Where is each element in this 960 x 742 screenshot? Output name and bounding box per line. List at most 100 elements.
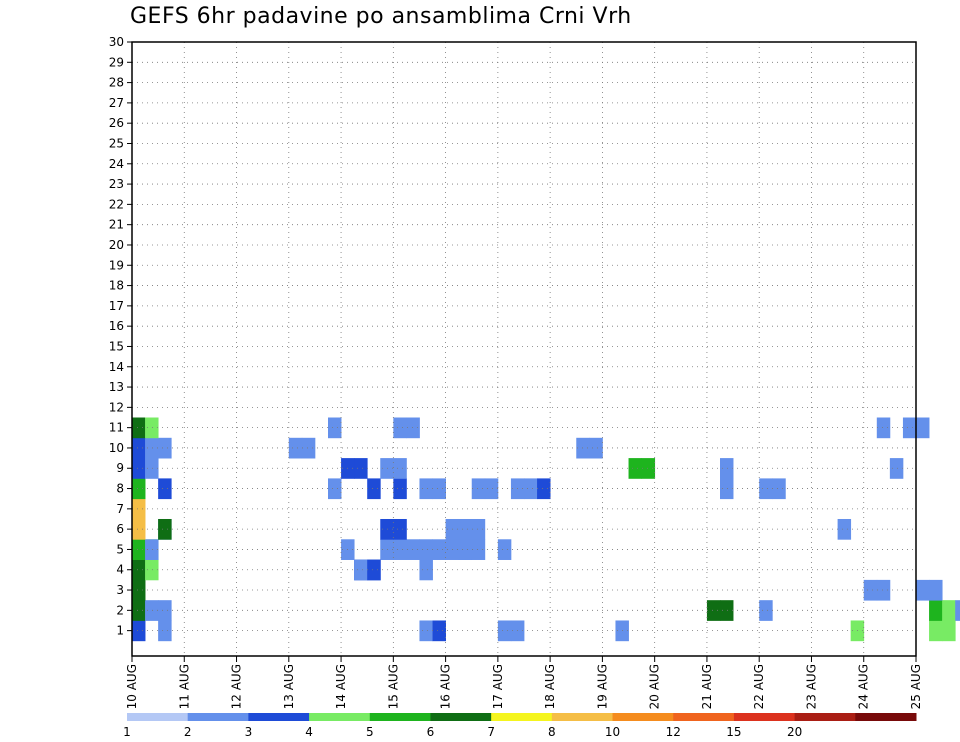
y-tick-label: 6 (116, 522, 124, 536)
heatmap-cell (876, 417, 891, 439)
heatmap-cell (942, 600, 956, 621)
x-tick-label: 10 AUG (125, 664, 139, 709)
x-tick-label: 11 AUG (177, 664, 191, 709)
heatmap-cell (720, 458, 734, 479)
heatmap-cell (158, 600, 172, 621)
legend-label: 2 (184, 725, 192, 739)
heatmap-cell (916, 579, 930, 601)
heatmap-cell (458, 518, 473, 540)
heatmap-cell (132, 458, 146, 479)
heatmap-cell (641, 458, 656, 479)
heatmap-cell (158, 620, 172, 642)
legend-swatch (551, 713, 614, 721)
legend-swatch (491, 713, 553, 721)
legend-label: 20 (787, 725, 802, 739)
heatmap-cell (772, 478, 786, 500)
y-tick-label: 1 (116, 624, 124, 638)
heatmap-cell (288, 437, 303, 459)
heatmap-cell (759, 478, 773, 500)
heatmap-cell (158, 518, 172, 540)
heatmap-cell (132, 498, 146, 520)
heatmap-cell (458, 539, 473, 560)
heatmap-cell (432, 620, 446, 642)
heatmap-cell (497, 539, 512, 560)
y-tick-label: 3 (116, 583, 124, 597)
heatmap-cell (354, 458, 368, 479)
heatmap-cell (328, 417, 342, 439)
heatmap-cell (145, 559, 159, 581)
legend-label: 12 (666, 725, 681, 739)
y-tick-label: 10 (109, 441, 124, 455)
heatmap-cell (406, 417, 420, 439)
x-tick-label: 23 AUG (804, 664, 818, 709)
x-tick-label: 24 AUG (857, 664, 871, 709)
heatmap-cell (393, 539, 407, 560)
heatmap-cell (471, 478, 486, 500)
heatmap-cell (955, 600, 960, 621)
heatmap-cell (759, 600, 773, 621)
heatmap-cell (393, 417, 407, 439)
heatmap-cell (145, 539, 159, 560)
legend-label: 7 (487, 725, 495, 739)
heatmap-cell (524, 478, 538, 500)
heatmap-cell (837, 518, 852, 540)
y-tick-label: 28 (109, 76, 124, 90)
x-tick-label: 12 AUG (230, 664, 244, 709)
legend-swatch (248, 713, 310, 721)
y-tick-label: 7 (116, 502, 124, 516)
heatmap-cell (876, 579, 891, 601)
y-tick-label: 12 (109, 400, 124, 414)
heatmap-cell (367, 559, 381, 581)
legend-swatch (127, 713, 189, 721)
color-legend: 1 2 3 4 5 6 7 8 10 12 15 20 (123, 713, 917, 739)
x-tick-label: 18 AUG (543, 664, 557, 709)
heatmap-cell (393, 518, 407, 540)
legend-swatch (309, 713, 371, 721)
heatmap-cell (145, 437, 159, 459)
heatmap-cell (889, 458, 904, 479)
y-tick-label: 21 (109, 218, 124, 232)
heatmap-cell (406, 539, 420, 560)
y-tick-label: 13 (109, 380, 124, 394)
heatmap-cell (419, 539, 433, 560)
legend-label: 10 (605, 725, 620, 739)
heatmap-cell (942, 620, 956, 642)
x-tick-label: 21 AUG (700, 664, 714, 709)
y-tick-label: 24 (109, 157, 124, 171)
plot-frame (131, 41, 917, 657)
y-tick-label: 11 (109, 421, 124, 435)
y-tick-label: 15 (109, 339, 124, 353)
heatmap-cell (132, 620, 146, 642)
heatmap-cell (132, 579, 146, 601)
heatmap-cell (471, 518, 486, 540)
heatmap-cell (158, 478, 172, 500)
cells-layer (132, 417, 960, 642)
heatmap-cell (367, 478, 381, 500)
legend-swatch (187, 713, 249, 721)
legend-label: 15 (726, 725, 741, 739)
legend-label: 8 (548, 725, 556, 739)
y-tick-label: 14 (109, 360, 124, 374)
y-tick-label: 29 (109, 55, 124, 69)
x-tick-label: 16 AUG (439, 664, 453, 709)
x-tick-label: 15 AUG (386, 664, 400, 709)
legend-swatch (673, 713, 735, 721)
heatmap-cell (484, 478, 499, 500)
x-axis-labels: 10 AUG 11 AUG 12 AUG 13 AUG 14 AUG 15 AUG 16 A… (125, 656, 923, 709)
legend-swatch (612, 713, 674, 721)
y-tick-label: 19 (109, 258, 124, 272)
y-tick-label: 26 (109, 116, 124, 130)
heatmap-cell (419, 478, 433, 500)
x-tick-label: 14 AUG (334, 664, 348, 709)
heatmap-cell (589, 437, 603, 459)
y-axis-labels: 1234567891011121314151617181920212223242… (109, 35, 132, 638)
heatmap-cell (354, 559, 368, 581)
heatmap-cell (132, 417, 146, 439)
heatmap-cell (432, 539, 446, 560)
legend-label: 4 (305, 725, 313, 739)
x-tick-label: 22 AUG (752, 664, 766, 709)
heatmap-cell (419, 620, 433, 642)
heatmap-cell (132, 559, 146, 581)
legend-label: 1 (123, 725, 131, 739)
